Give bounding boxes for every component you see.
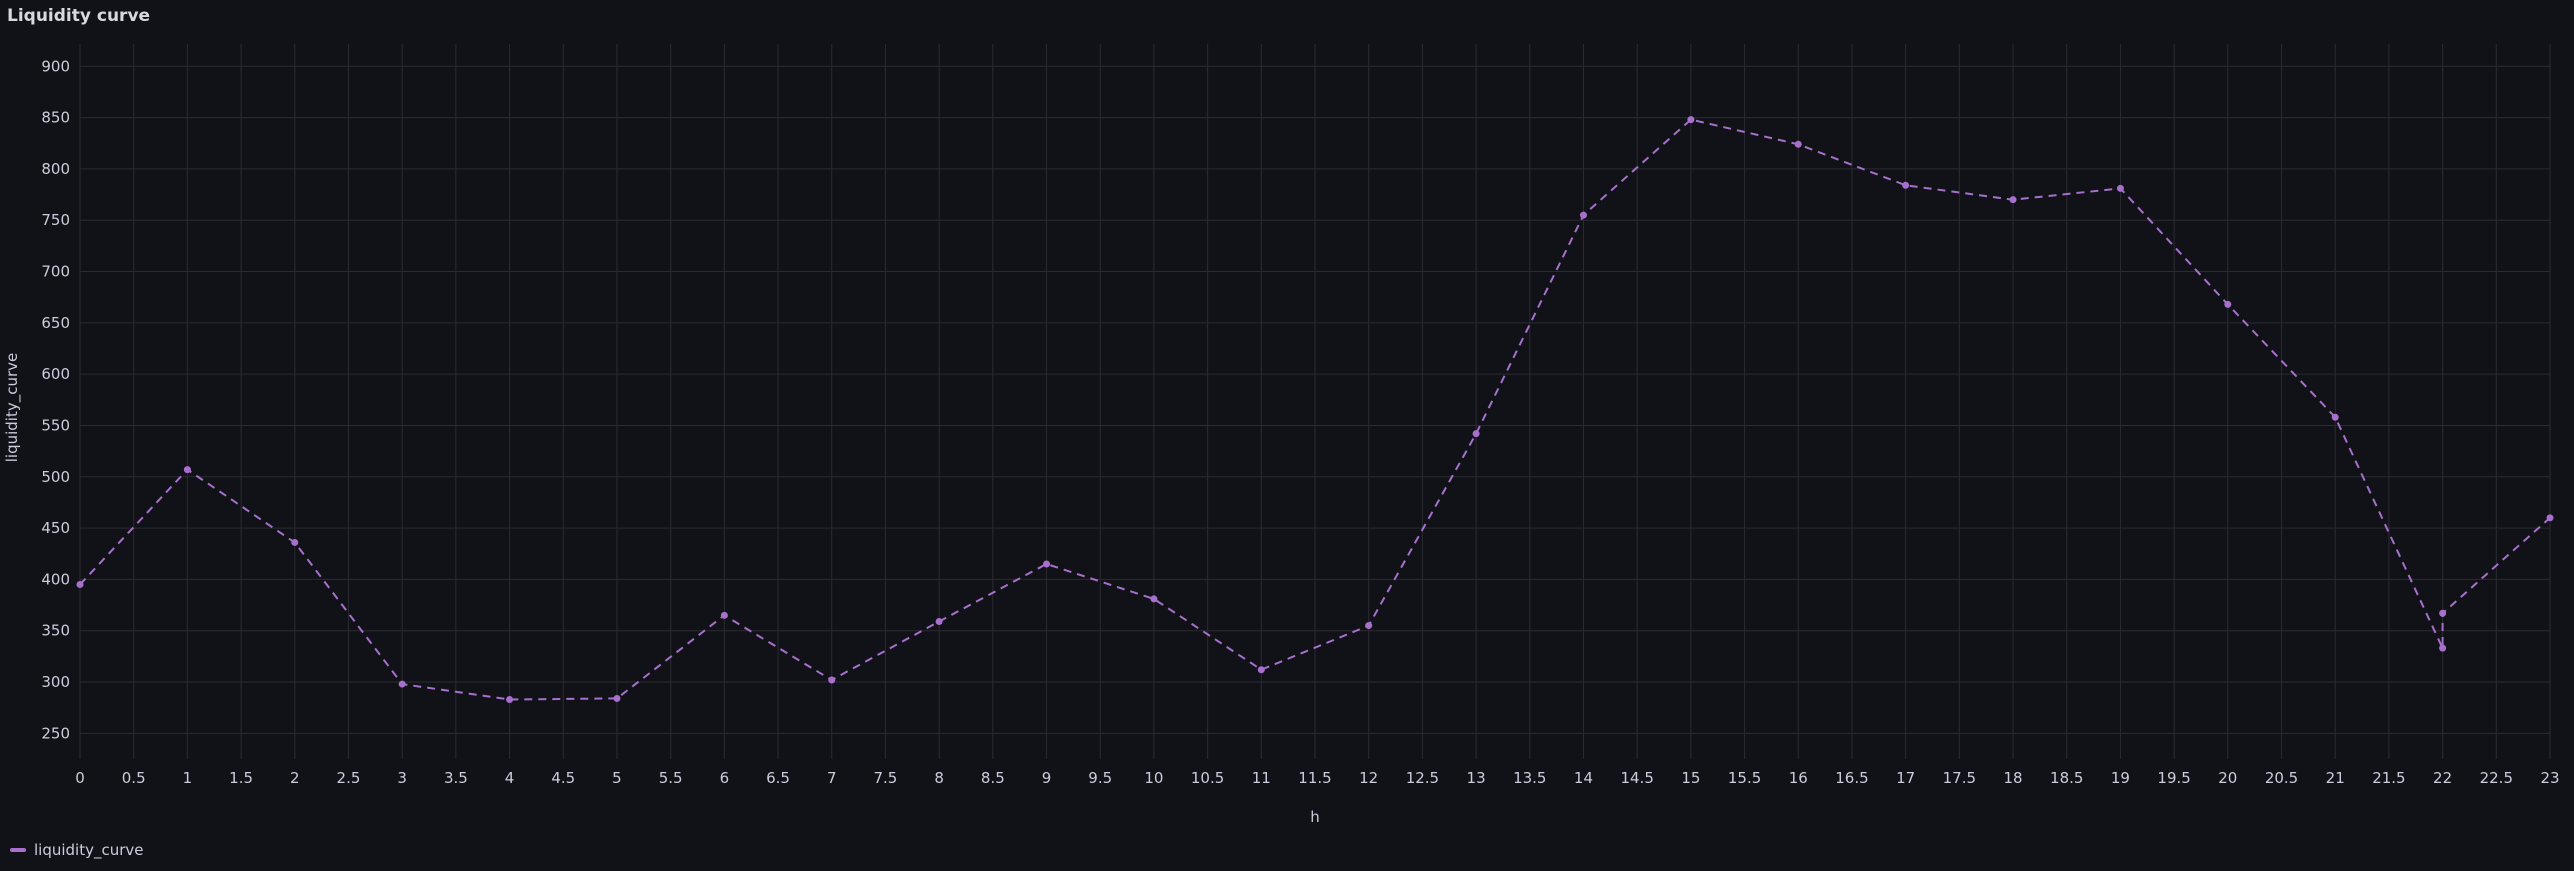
data-point[interactable]: [76, 581, 84, 589]
data-point[interactable]: [183, 466, 191, 474]
y-tick-label: 300: [41, 673, 70, 691]
data-point[interactable]: [2116, 184, 2124, 192]
x-tick-label: 6: [720, 769, 730, 787]
x-tick-label: 7: [827, 769, 837, 787]
x-tick-label: 9.5: [1088, 769, 1112, 787]
x-tick-label: 4: [505, 769, 515, 787]
y-tick-label: 850: [41, 109, 70, 127]
x-tick-label: 20: [2218, 769, 2237, 787]
y-tick-label: 250: [41, 724, 70, 742]
x-tick-label: 17: [1896, 769, 1915, 787]
data-point[interactable]: [2009, 196, 2017, 204]
x-axis-label: h: [1310, 808, 1320, 826]
x-tick-label: 11: [1252, 769, 1271, 787]
y-tick-label: 650: [41, 314, 70, 332]
x-tick-label: 2: [290, 769, 300, 787]
x-tick-label: 11.5: [1298, 769, 1331, 787]
y-tick-label: 700: [41, 263, 70, 281]
data-point[interactable]: [1365, 622, 1373, 630]
data-point[interactable]: [1257, 666, 1265, 674]
x-tick-label: 21.5: [2372, 769, 2405, 787]
legend-item-label[interactable]: liquidity_curve: [34, 841, 144, 859]
panel-title[interactable]: Liquidity curve: [7, 6, 151, 26]
y-tick-label: 800: [41, 160, 70, 178]
x-tick-label: 8: [934, 769, 944, 787]
x-tick-label: 5.5: [659, 769, 683, 787]
data-point[interactable]: [1043, 560, 1051, 568]
x-tick-label: 2.5: [337, 769, 361, 787]
data-point[interactable]: [720, 611, 728, 619]
x-tick-label: 1: [183, 769, 193, 787]
x-tick-label: 13.5: [1513, 769, 1546, 787]
data-point[interactable]: [506, 695, 514, 703]
x-tick-label: 10: [1144, 769, 1163, 787]
x-tick-label: 15: [1681, 769, 1700, 787]
x-tick-label: 14.5: [1620, 769, 1653, 787]
x-axis: 0 0.5 1 1.5 2 2.5 3 3.5 4 4.5 5 5.5 6 6.5 7 7.5 8 8.5 9 9.5…: [75, 769, 2559, 787]
y-tick-label: 750: [41, 211, 70, 229]
x-tick-label: 10.5: [1191, 769, 1224, 787]
x-tick-label: 0: [75, 769, 85, 787]
x-tick-label: 13: [1467, 769, 1486, 787]
y-tick-label: 500: [41, 468, 70, 486]
legend-swatch: [10, 848, 26, 852]
x-tick-label: 8.5: [981, 769, 1005, 787]
x-tick-label: 0.5: [122, 769, 146, 787]
y-tick-label: 900: [41, 57, 70, 75]
x-tick-label: 16.5: [1835, 769, 1868, 787]
y-tick-label: 400: [41, 570, 70, 588]
x-tick-label: 17.5: [1943, 769, 1976, 787]
x-tick-label: 16: [1789, 769, 1808, 787]
x-tick-label: 12.5: [1406, 769, 1439, 787]
data-point[interactable]: [1687, 116, 1695, 124]
x-tick-label: 22.5: [2480, 769, 2513, 787]
x-tick-label: 4.5: [551, 769, 575, 787]
x-tick-label: 15.5: [1728, 769, 1761, 787]
y-tick-label: 450: [41, 519, 70, 537]
data-point[interactable]: [1150, 595, 1158, 603]
x-tick-label: 14: [1574, 769, 1593, 787]
data-point[interactable]: [2224, 300, 2232, 308]
x-tick-label: 21: [2326, 769, 2345, 787]
x-tick-label: 22: [2433, 769, 2452, 787]
y-tick-label: 600: [41, 365, 70, 383]
series-group[interactable]: [76, 116, 2554, 703]
y-tick-label: 550: [41, 416, 70, 434]
data-point[interactable]: [2439, 609, 2447, 617]
data-point[interactable]: [2439, 644, 2447, 652]
x-tick-label: 3: [397, 769, 407, 787]
grid: [79, 44, 2551, 759]
data-point[interactable]: [1472, 430, 1480, 438]
x-tick-label: 20.5: [2265, 769, 2298, 787]
data-point[interactable]: [2546, 514, 2554, 522]
y-axis-label: liquidity_curve: [3, 353, 22, 463]
legend: liquidity_curve: [10, 839, 144, 861]
x-tick-label: 19: [2111, 769, 2130, 787]
data-point[interactable]: [935, 617, 943, 625]
data-point[interactable]: [1902, 181, 1910, 189]
x-tick-label: 7.5: [874, 769, 898, 787]
x-tick-label: 1.5: [229, 769, 253, 787]
data-point[interactable]: [398, 680, 406, 688]
x-tick-label: 19.5: [2157, 769, 2190, 787]
x-tick-label: 18: [2003, 769, 2022, 787]
x-tick-label: 18.5: [2050, 769, 2083, 787]
x-tick-label: 9: [1042, 769, 1052, 787]
data-point[interactable]: [1579, 211, 1587, 219]
x-tick-label: 5: [612, 769, 622, 787]
x-tick-label: 3.5: [444, 769, 468, 787]
data-point[interactable]: [1794, 140, 1802, 148]
data-point[interactable]: [291, 538, 299, 546]
data-point[interactable]: [828, 676, 836, 684]
y-tick-label: 350: [41, 622, 70, 640]
x-tick-label: 23: [2540, 769, 2559, 787]
x-tick-label: 12: [1359, 769, 1378, 787]
x-tick-label: 6.5: [766, 769, 790, 787]
data-point[interactable]: [2331, 413, 2339, 421]
y-axis: 250 300 350 400 450 500 550 600 650 700 750 800 850 9…: [41, 57, 70, 742]
data-point[interactable]: [613, 694, 621, 702]
